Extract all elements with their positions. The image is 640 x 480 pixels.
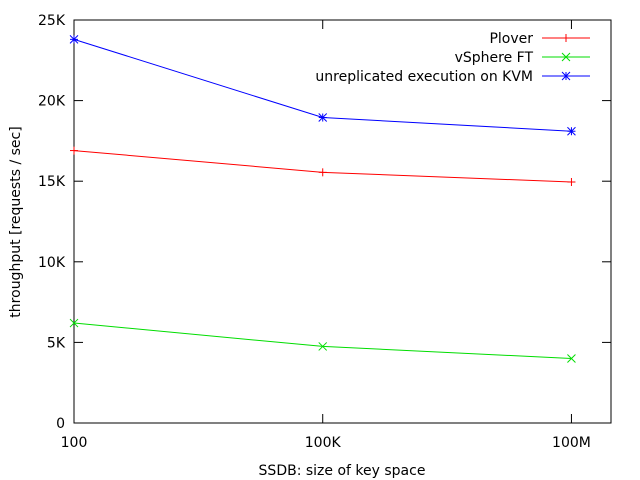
y-tick-label: 0	[56, 416, 65, 432]
plot-frame	[73, 19, 612, 424]
y-tick-label: 10K	[38, 255, 66, 271]
data-point-plover	[567, 178, 576, 187]
legend: Plover vSphere FT unreplicated execution o…	[315, 31, 590, 85]
data-point-plover	[318, 168, 327, 177]
series-group	[69, 34, 576, 363]
data-point-unreplicated-execution-on-kvm	[567, 126, 576, 136]
legend-label-vsphere-ft: vSphere FT	[455, 50, 534, 66]
y-tick-label: 5K	[47, 335, 66, 351]
data-point-unreplicated-execution-on-kvm	[69, 34, 79, 44]
data-point-vsphere-ft	[69, 318, 79, 328]
data-point-vsphere-ft	[318, 342, 328, 351]
axis-ticks: 0 5K 10K 15K 20K 25K 100 100K 100M	[38, 13, 611, 451]
x-axis-label: SSDB: size of key space	[259, 463, 426, 479]
y-tick-label: 15K	[38, 174, 66, 190]
legend-marker-plover	[562, 34, 570, 42]
data-point-plover	[70, 146, 78, 155]
legend-marker-unreplicated-execution-on-kvm	[561, 71, 571, 81]
data-point-unreplicated-execution-on-kvm	[318, 113, 328, 122]
y-axis-label: throughput [requests / sec]	[8, 126, 24, 317]
y-tick-label: 20K	[38, 94, 66, 110]
legend-marker-vsphere-ft	[561, 52, 571, 62]
x-tick-label: 100K	[305, 435, 342, 451]
series-line-vsphere-ft	[73, 322, 572, 360]
y-tick-label: 25K	[38, 13, 66, 29]
series-line-plover	[73, 150, 572, 183]
x-tick-label: 100M	[552, 435, 591, 451]
legend-label-unreplicated-execution-on-kvm: unreplicated execution on KVM	[315, 69, 533, 85]
legend-label-plover: Plover	[489, 31, 533, 47]
data-point-vsphere-ft	[567, 354, 576, 363]
x-tick-label: 100	[61, 435, 88, 451]
